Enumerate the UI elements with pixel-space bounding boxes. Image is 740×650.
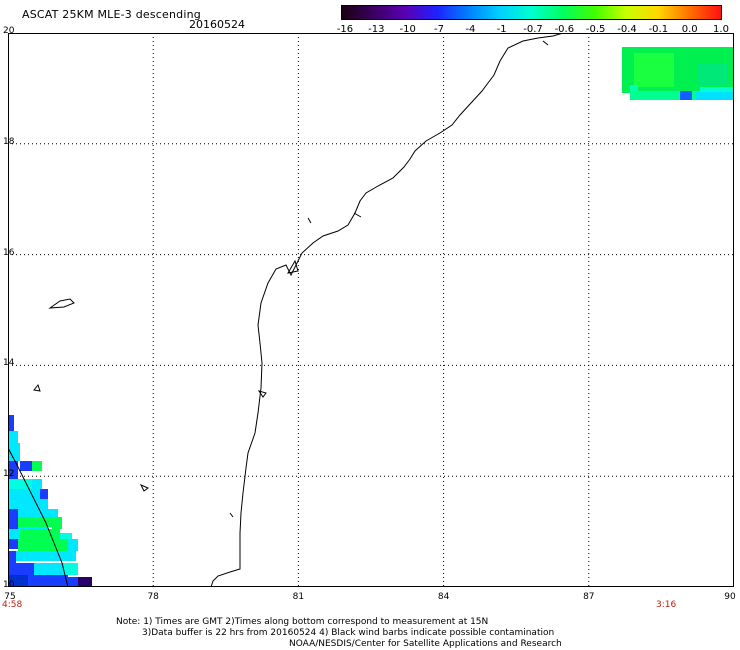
y-tick-label: 20 (3, 26, 15, 36)
wind-cell (32, 479, 42, 489)
colorbar-label: -7 (434, 24, 444, 35)
y-tick-label: 12 (3, 469, 15, 480)
colorbar-label: -0.1 (648, 24, 669, 35)
wind-cell (8, 499, 48, 509)
island-north-1 (542, 40, 549, 46)
colorbar-label: -0.7 (523, 24, 543, 35)
wind-cell (68, 539, 78, 551)
grid-lines (8, 33, 734, 587)
wind-cell (60, 533, 72, 543)
note-line-1: Note: 1) Times are GMT 2)Times along bot… (116, 617, 489, 627)
colorbar-label: -4 (465, 24, 476, 35)
map-frame (8, 33, 734, 587)
wind-cell (78, 577, 92, 587)
wind-cell (8, 443, 20, 461)
wind-cell (64, 563, 78, 575)
wind-cell (8, 551, 16, 563)
colorbar-label: -16 (336, 24, 354, 35)
island-coast-4 (353, 212, 362, 218)
time-left: 4:58 (2, 600, 23, 610)
wind-cell (8, 509, 18, 529)
wind-cell (16, 551, 76, 561)
wind-cell (48, 509, 58, 519)
wind-cell (34, 563, 64, 575)
wind-cell (20, 529, 60, 539)
coastline-southwest (8, 447, 69, 587)
wind-cell (28, 575, 68, 587)
wind-cell (8, 461, 18, 479)
x-tick-label: 78 (147, 592, 159, 602)
wind-cell (8, 529, 20, 539)
island-coast-2 (229, 512, 234, 518)
coastline-mainland (210, 33, 564, 587)
x-tick-label: 84 (437, 592, 450, 602)
wind-cell (8, 575, 28, 587)
map-date: 20160524 (189, 18, 245, 31)
colorbar-label: -13 (368, 24, 385, 35)
wind-cell (18, 539, 68, 551)
colorbar-label: -1 (496, 24, 507, 35)
wind-cell (20, 563, 34, 575)
wind-cell (8, 479, 32, 489)
coastline-inlet (287, 259, 299, 274)
island-coast-1 (257, 390, 267, 398)
wind-cell (696, 92, 734, 100)
colorbar-label: -10 (399, 24, 416, 35)
wind-cell (40, 489, 48, 499)
y-tick-label: 16 (3, 247, 15, 258)
x-tick-label: 87 (583, 592, 595, 602)
wind-cell (634, 53, 674, 87)
swath-southwest (8, 415, 92, 587)
colorbar-label: 0.0 (681, 24, 698, 35)
time-right: 3:16 (656, 600, 677, 610)
y-tick-label: 18 (3, 136, 15, 147)
island-west-1 (48, 298, 75, 309)
wind-cell (698, 63, 728, 85)
wind-cell (8, 415, 14, 445)
wind-cell (68, 577, 78, 587)
coastline (33, 33, 564, 587)
note-line-2: 3)Data buffer is 22 hrs from 20160524 4)… (142, 628, 555, 638)
wind-cell (8, 563, 20, 575)
colorbar-label: -0.6 (554, 24, 575, 35)
wind-cell (680, 91, 692, 100)
island-coast-3 (307, 217, 312, 224)
wind-cell (630, 91, 680, 100)
island-west-3 (139, 484, 149, 492)
colorbar-label: -0.5 (585, 24, 606, 35)
y-tick-label: 14 (3, 358, 15, 369)
colorbar-label: -0.4 (617, 24, 637, 35)
x-tick-label: 75 (4, 592, 16, 602)
wind-cell (20, 461, 34, 471)
x-tick-label: 81 (292, 592, 305, 602)
x-tick-label: 90 (724, 592, 736, 602)
wind-cell (8, 431, 18, 443)
wind-cell (18, 517, 52, 527)
wind-cell (8, 539, 18, 549)
note-line-3: NOAA/NESDIS/Center for Satellite Applica… (289, 639, 562, 649)
wind-cell (630, 85, 638, 93)
y-tick-label: 10 (3, 580, 15, 590)
swath-northeast (622, 47, 734, 100)
colorbar (341, 5, 722, 20)
island-west-2 (33, 383, 41, 392)
wind-cell (8, 489, 40, 499)
map-title: ASCAT 25KM MLE-3 descending (22, 8, 201, 21)
wind-cell (52, 517, 62, 529)
wind-cell (32, 461, 42, 471)
colorbar-label: 1.0 (713, 24, 729, 35)
map-plot (8, 33, 734, 587)
wind-cell (700, 87, 734, 92)
